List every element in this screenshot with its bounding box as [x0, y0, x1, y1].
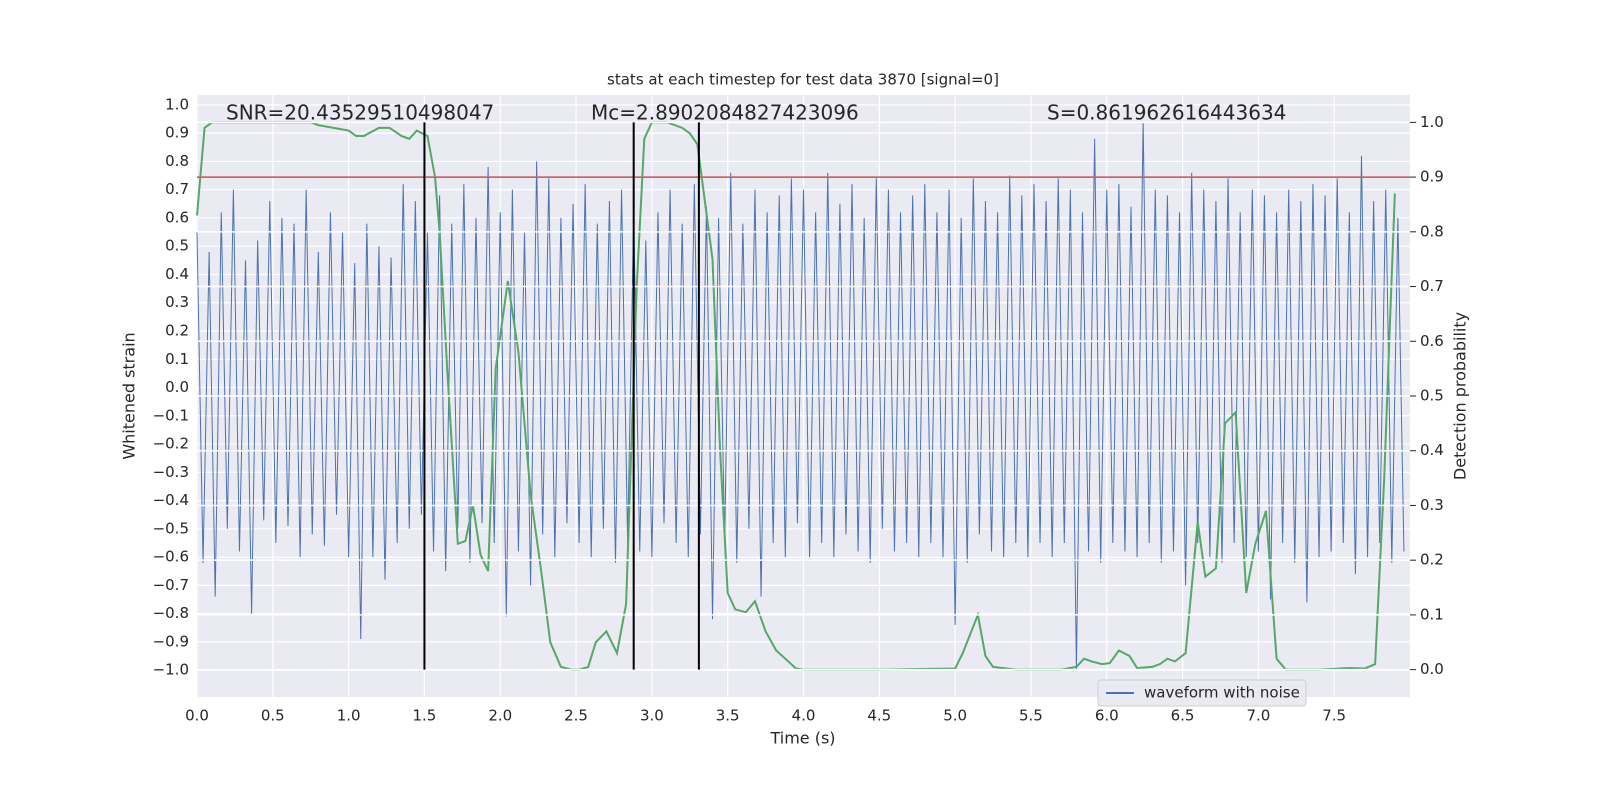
y2-tick-label: 0.8	[1420, 222, 1444, 240]
y-tick-label: 0.5	[165, 237, 189, 255]
y-tick-label: 1.0	[165, 95, 189, 113]
x-tick-label: 5.0	[943, 707, 967, 725]
x-axis-label: Time (s)	[769, 729, 835, 748]
y-tick-label: 0.3	[165, 293, 189, 311]
y-tick-label: −0.5	[153, 519, 189, 537]
y-tick-label: −0.9	[153, 632, 189, 650]
annotation: S=0.861962616443634	[1047, 101, 1286, 125]
y-axis-label: Whitened strain	[120, 332, 139, 459]
y-tick-label: −0.1	[153, 406, 189, 424]
y2-tick-label: 0.5	[1420, 387, 1444, 405]
y-tick-label: 0.6	[165, 208, 189, 226]
y2-tick-label: 0.9	[1420, 168, 1444, 186]
x-tick-label: 4.5	[867, 707, 891, 725]
y-tick-label: 0.8	[165, 152, 189, 170]
x-tick-label: 0.5	[261, 707, 285, 725]
legend-label: waveform with noise	[1144, 684, 1300, 702]
x-tick-label: 7.5	[1322, 707, 1346, 725]
chart-title: stats at each timestep for test data 387…	[607, 71, 999, 89]
y-tick-label: 0.0	[165, 378, 189, 396]
x-tick-label: 5.5	[1019, 707, 1043, 725]
y-tick-label: −0.8	[153, 604, 189, 622]
legend-box	[1097, 679, 1307, 707]
x-tick-label: 0.0	[185, 707, 209, 725]
y-tick-label: −0.2	[153, 435, 189, 453]
x-tick-label: 4.0	[792, 707, 816, 725]
annotation: Mc=2.8902084827423096	[591, 101, 859, 125]
x-tick-label: 1.0	[337, 707, 361, 725]
waveform-line	[196, 121, 1405, 671]
y2-tick-label: 0.7	[1420, 277, 1444, 295]
x-tick-label: 1.5	[413, 707, 437, 725]
y-tick-label: −0.3	[153, 463, 189, 481]
annotation: SNR=20.43529510498047	[226, 101, 494, 125]
y-tick-label: 0.1	[165, 350, 189, 368]
y2-tick-label: 0.3	[1420, 496, 1444, 514]
y-tick-label: −1.0	[153, 661, 189, 679]
y2-tick-label: 0.0	[1420, 660, 1444, 678]
y2-tick-label: 1.0	[1420, 113, 1444, 131]
y-tick-label: −0.6	[153, 548, 189, 566]
x-tick-label: 2.0	[488, 707, 512, 725]
y2-axis-label: Detection probability	[1451, 312, 1470, 480]
x-tick-label: 2.5	[564, 707, 588, 725]
y-tick-label: −0.7	[153, 576, 189, 594]
probability-line	[196, 121, 1396, 671]
y-tick-label: 0.2	[165, 321, 189, 339]
y2-tick-label: 0.6	[1420, 332, 1444, 350]
x-tick-label: 6.0	[1095, 707, 1119, 725]
y2-tick-label: 0.1	[1420, 605, 1444, 623]
y-tick-label: −0.4	[153, 491, 189, 509]
y-tick-label: 0.4	[165, 265, 189, 283]
y-tick-label: 0.7	[165, 180, 189, 198]
x-tick-label: 6.5	[1171, 707, 1195, 725]
y-tick-label: 0.9	[165, 124, 189, 142]
x-tick-label: 7.0	[1246, 707, 1270, 725]
y2-tick-label: 0.2	[1420, 551, 1444, 569]
x-tick-label: 3.0	[640, 707, 664, 725]
y2-tick-label: 0.4	[1420, 441, 1444, 459]
x-tick-label: 3.5	[716, 707, 740, 725]
